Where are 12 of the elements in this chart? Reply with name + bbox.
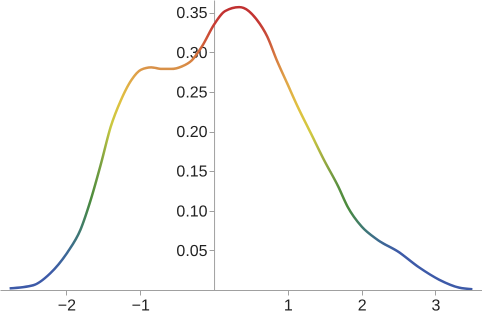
x-tick-label: 1 (284, 298, 293, 314)
y-tick-label: 0.10 (176, 203, 208, 220)
line-series (8, 6, 474, 290)
x-tick-label: −1 (132, 298, 150, 314)
x-tick-label: −2 (58, 298, 76, 314)
x-tick-label: 3 (432, 298, 441, 314)
y-tick-label: 0.05 (176, 242, 208, 260)
y-tick-label: 0.20 (176, 124, 208, 142)
x-tick-label: 2 (358, 298, 367, 314)
y-tick-label: 0.15 (176, 164, 208, 181)
y-tick-label: 0.35 (176, 5, 208, 22)
y-tick-label: 0.25 (176, 84, 208, 102)
